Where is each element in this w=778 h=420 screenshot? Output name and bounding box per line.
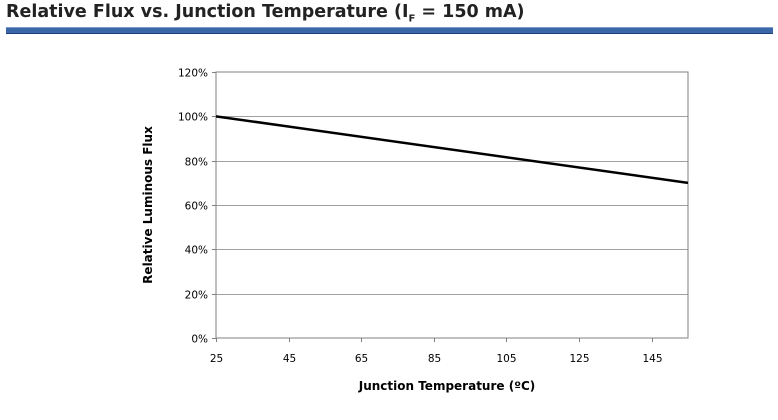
y-tick-label: 60% — [185, 201, 208, 213]
series-line — [215, 115, 689, 185]
y-tick-label: 100% — [178, 112, 208, 124]
y-axis-ticks: 0% 20% 40% 60% 80% 100% 120% — [178, 68, 216, 346]
x-tick-label: 85 — [428, 353, 441, 365]
title-subscript: F — [408, 13, 416, 25]
title-prefix: Relative Flux vs. Junction Temperature (… — [6, 2, 409, 22]
y-tick-label: 0% — [191, 334, 208, 346]
title-suffix: = 150 mA) — [415, 2, 525, 22]
y-tick-label: 40% — [185, 245, 208, 257]
x-tick-label: 125 — [569, 353, 589, 365]
chart-title: Relative Flux vs. Junction Temperature (… — [6, 2, 525, 25]
title-underline-bar — [6, 27, 773, 34]
series-layer — [215, 115, 689, 185]
y-tick-label: 80% — [185, 157, 208, 169]
x-tick-label: 105 — [496, 353, 516, 365]
gridlines — [216, 116, 688, 295]
x-axis-title: Junction Temperature (ºC) — [358, 379, 536, 393]
y-axis-title: Relative Luminous Flux — [141, 126, 155, 284]
x-tick-label: 65 — [355, 353, 368, 365]
x-tick-label: 145 — [642, 353, 662, 365]
x-axis-ticks: 25 45 65 85 105 125 145 — [210, 338, 663, 365]
y-tick-label: 20% — [185, 290, 208, 302]
y-tick-label: 120% — [178, 68, 208, 80]
x-tick-label: 25 — [210, 353, 223, 365]
x-tick-label: 45 — [283, 353, 296, 365]
